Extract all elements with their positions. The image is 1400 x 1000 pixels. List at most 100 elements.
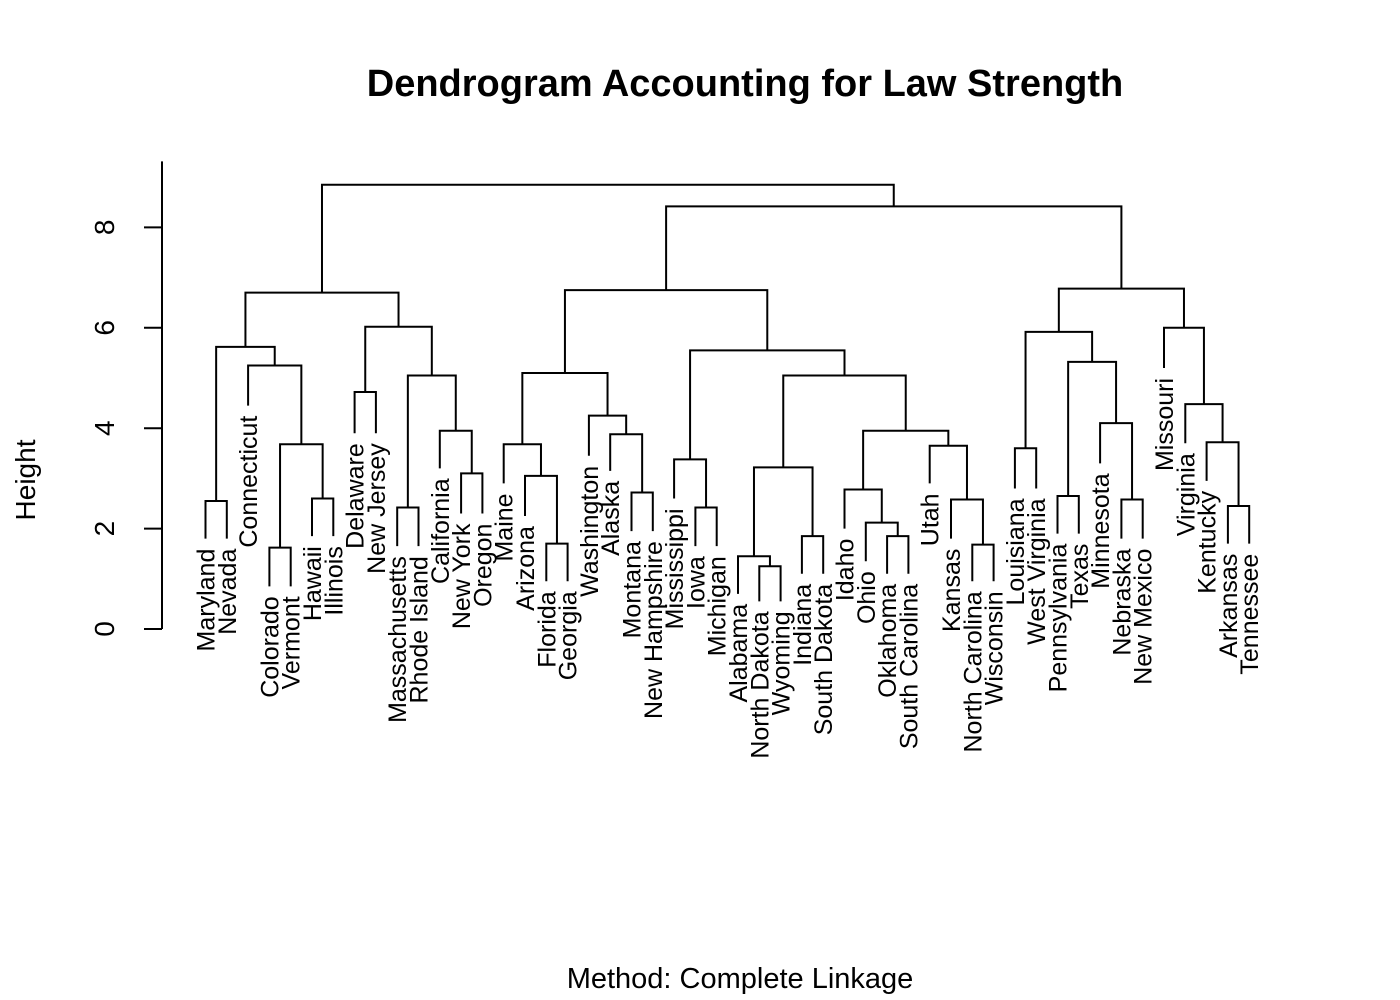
leaf-label: Alaska xyxy=(597,481,625,556)
leaf-label: Tennessee xyxy=(1236,554,1264,675)
y-tick-label: 6 xyxy=(89,320,120,336)
dendrogram-branch xyxy=(364,325,433,393)
leaf-label: Kansas xyxy=(938,549,966,632)
leaf-label: New Jersey xyxy=(363,443,391,574)
leaf-label: Georgia xyxy=(555,591,583,680)
leaf-label: Vermont xyxy=(278,596,306,689)
dendrogram-branch xyxy=(665,205,1123,291)
dendrogram-branch xyxy=(971,543,995,582)
dendrogram-branch xyxy=(864,521,899,562)
chart-title: Dendrogram Accounting for Law Strength xyxy=(367,63,1124,105)
dendrogram-branch xyxy=(1056,494,1080,534)
leaf-label: California xyxy=(427,478,455,584)
dendrogram-branch xyxy=(752,466,814,557)
leaf-label: New Hampshire xyxy=(640,541,668,719)
leaf-label: Iowa xyxy=(682,556,710,609)
leaf-label: Alabama xyxy=(725,604,753,703)
leaf-label: Arizona xyxy=(512,526,540,611)
method-subtitle: Method: Complete Linkage xyxy=(567,963,914,995)
dendrogram-branch xyxy=(521,371,609,445)
y-axis: 0 2 4 6 8 xyxy=(89,161,163,637)
dendrogram-branch xyxy=(886,535,910,574)
leaf-label: Utah xyxy=(917,493,945,546)
leaf-label: Mississippi xyxy=(661,508,689,629)
dendrogram-branch xyxy=(311,497,335,537)
y-tick-label: 0 xyxy=(89,621,120,637)
leaf-label: Washington xyxy=(576,466,604,597)
leaf-label: Nevada xyxy=(214,549,242,635)
y-tick-label: 2 xyxy=(89,521,120,537)
leaf-label: Rhode Island xyxy=(406,556,434,703)
leaf-label: Nebraska xyxy=(1108,549,1136,656)
leaf-label: South Carolina xyxy=(895,584,923,749)
dendrogram-branch xyxy=(460,472,484,514)
dendrogram-branch xyxy=(630,491,654,532)
dendrogram-branch xyxy=(268,546,292,587)
dendrogram-branch xyxy=(694,506,718,547)
dendrogram-branch xyxy=(204,499,228,539)
dendrogram-branch xyxy=(1120,498,1144,539)
leaf-label: Delaware xyxy=(342,443,370,549)
leaf-label: New York xyxy=(448,523,476,629)
dendrogram-branch xyxy=(1024,330,1094,449)
dendrogram-tree xyxy=(204,183,1251,602)
leaf-label: North Dakota xyxy=(746,611,774,758)
dendrogram-branch xyxy=(673,458,708,508)
leaf-label: Oklahoma xyxy=(874,584,902,698)
leaf-label: Massachusetts xyxy=(384,556,412,723)
dendrogram-branch xyxy=(689,349,846,460)
leaf-label: Wisconsin xyxy=(981,591,1009,705)
leaf-label: New Mexico xyxy=(1130,549,1158,685)
dendrogram-branch xyxy=(1184,403,1224,444)
leaf-label: Louisiana xyxy=(1002,498,1030,605)
dendrogram-branch xyxy=(563,289,769,373)
dendrogram-branch xyxy=(438,429,473,474)
leaf-label: Minnesota xyxy=(1087,473,1115,588)
leaf-label: Michigan xyxy=(704,556,732,656)
dendrogram-branch xyxy=(1013,447,1038,489)
leaf-label: Texas xyxy=(1066,544,1094,609)
leaf-label: Indiana xyxy=(789,584,817,666)
leaf-label: Ohio xyxy=(853,571,881,624)
leaf-label: Maryland xyxy=(193,549,221,652)
leaf-label: Connecticut xyxy=(235,416,263,548)
leaf-label: North Carolina xyxy=(959,591,987,752)
dendrogram-branch xyxy=(1057,287,1185,332)
y-axis-label: Height xyxy=(10,439,41,520)
dendrogram-branch xyxy=(320,183,895,293)
dendrogram-branch xyxy=(244,291,400,347)
dendrogram-branch xyxy=(279,443,324,548)
dendrogram-branch xyxy=(800,535,825,574)
leaf-label: Oregon xyxy=(469,524,497,607)
dendrogram-branch xyxy=(396,506,420,547)
y-tick-label: 4 xyxy=(89,420,120,436)
dendrogram-branch xyxy=(502,443,542,484)
leaf-label: Arkansas xyxy=(1215,554,1243,658)
dendrogram-branch xyxy=(782,374,907,468)
leaf-label: South Dakota xyxy=(810,584,838,736)
y-tick-label: 8 xyxy=(89,220,120,236)
leaf-label: Montana xyxy=(619,541,647,638)
leaf-label: Idaho xyxy=(832,539,860,602)
dendrogram-branch xyxy=(737,555,771,594)
leaf-label: Illinois xyxy=(320,546,348,615)
leaf-label: Wyoming xyxy=(768,611,796,715)
leaf-label: Hawaii xyxy=(299,546,327,621)
dendrogram-branch xyxy=(950,498,984,545)
leaf-label: West Virginia xyxy=(1023,498,1051,644)
leaf-label: Maine xyxy=(491,493,519,561)
dendrogram-branch xyxy=(587,414,628,456)
leaf-label: Florida xyxy=(533,591,561,668)
dendrogram-branch xyxy=(928,444,968,500)
leaf-label: Missouri xyxy=(1151,378,1179,471)
leaf-label: Colorado xyxy=(256,596,284,697)
dendrogram-branch xyxy=(353,391,377,434)
leaf-label: Kentucky xyxy=(1194,490,1222,593)
leaf-label: Virginia xyxy=(1172,453,1200,536)
leaf-label: Pennsylvania xyxy=(1045,544,1073,693)
dendrogram-branch xyxy=(545,542,569,582)
dendrogram-branch xyxy=(1226,505,1251,544)
dendrogram-branch xyxy=(758,565,782,602)
